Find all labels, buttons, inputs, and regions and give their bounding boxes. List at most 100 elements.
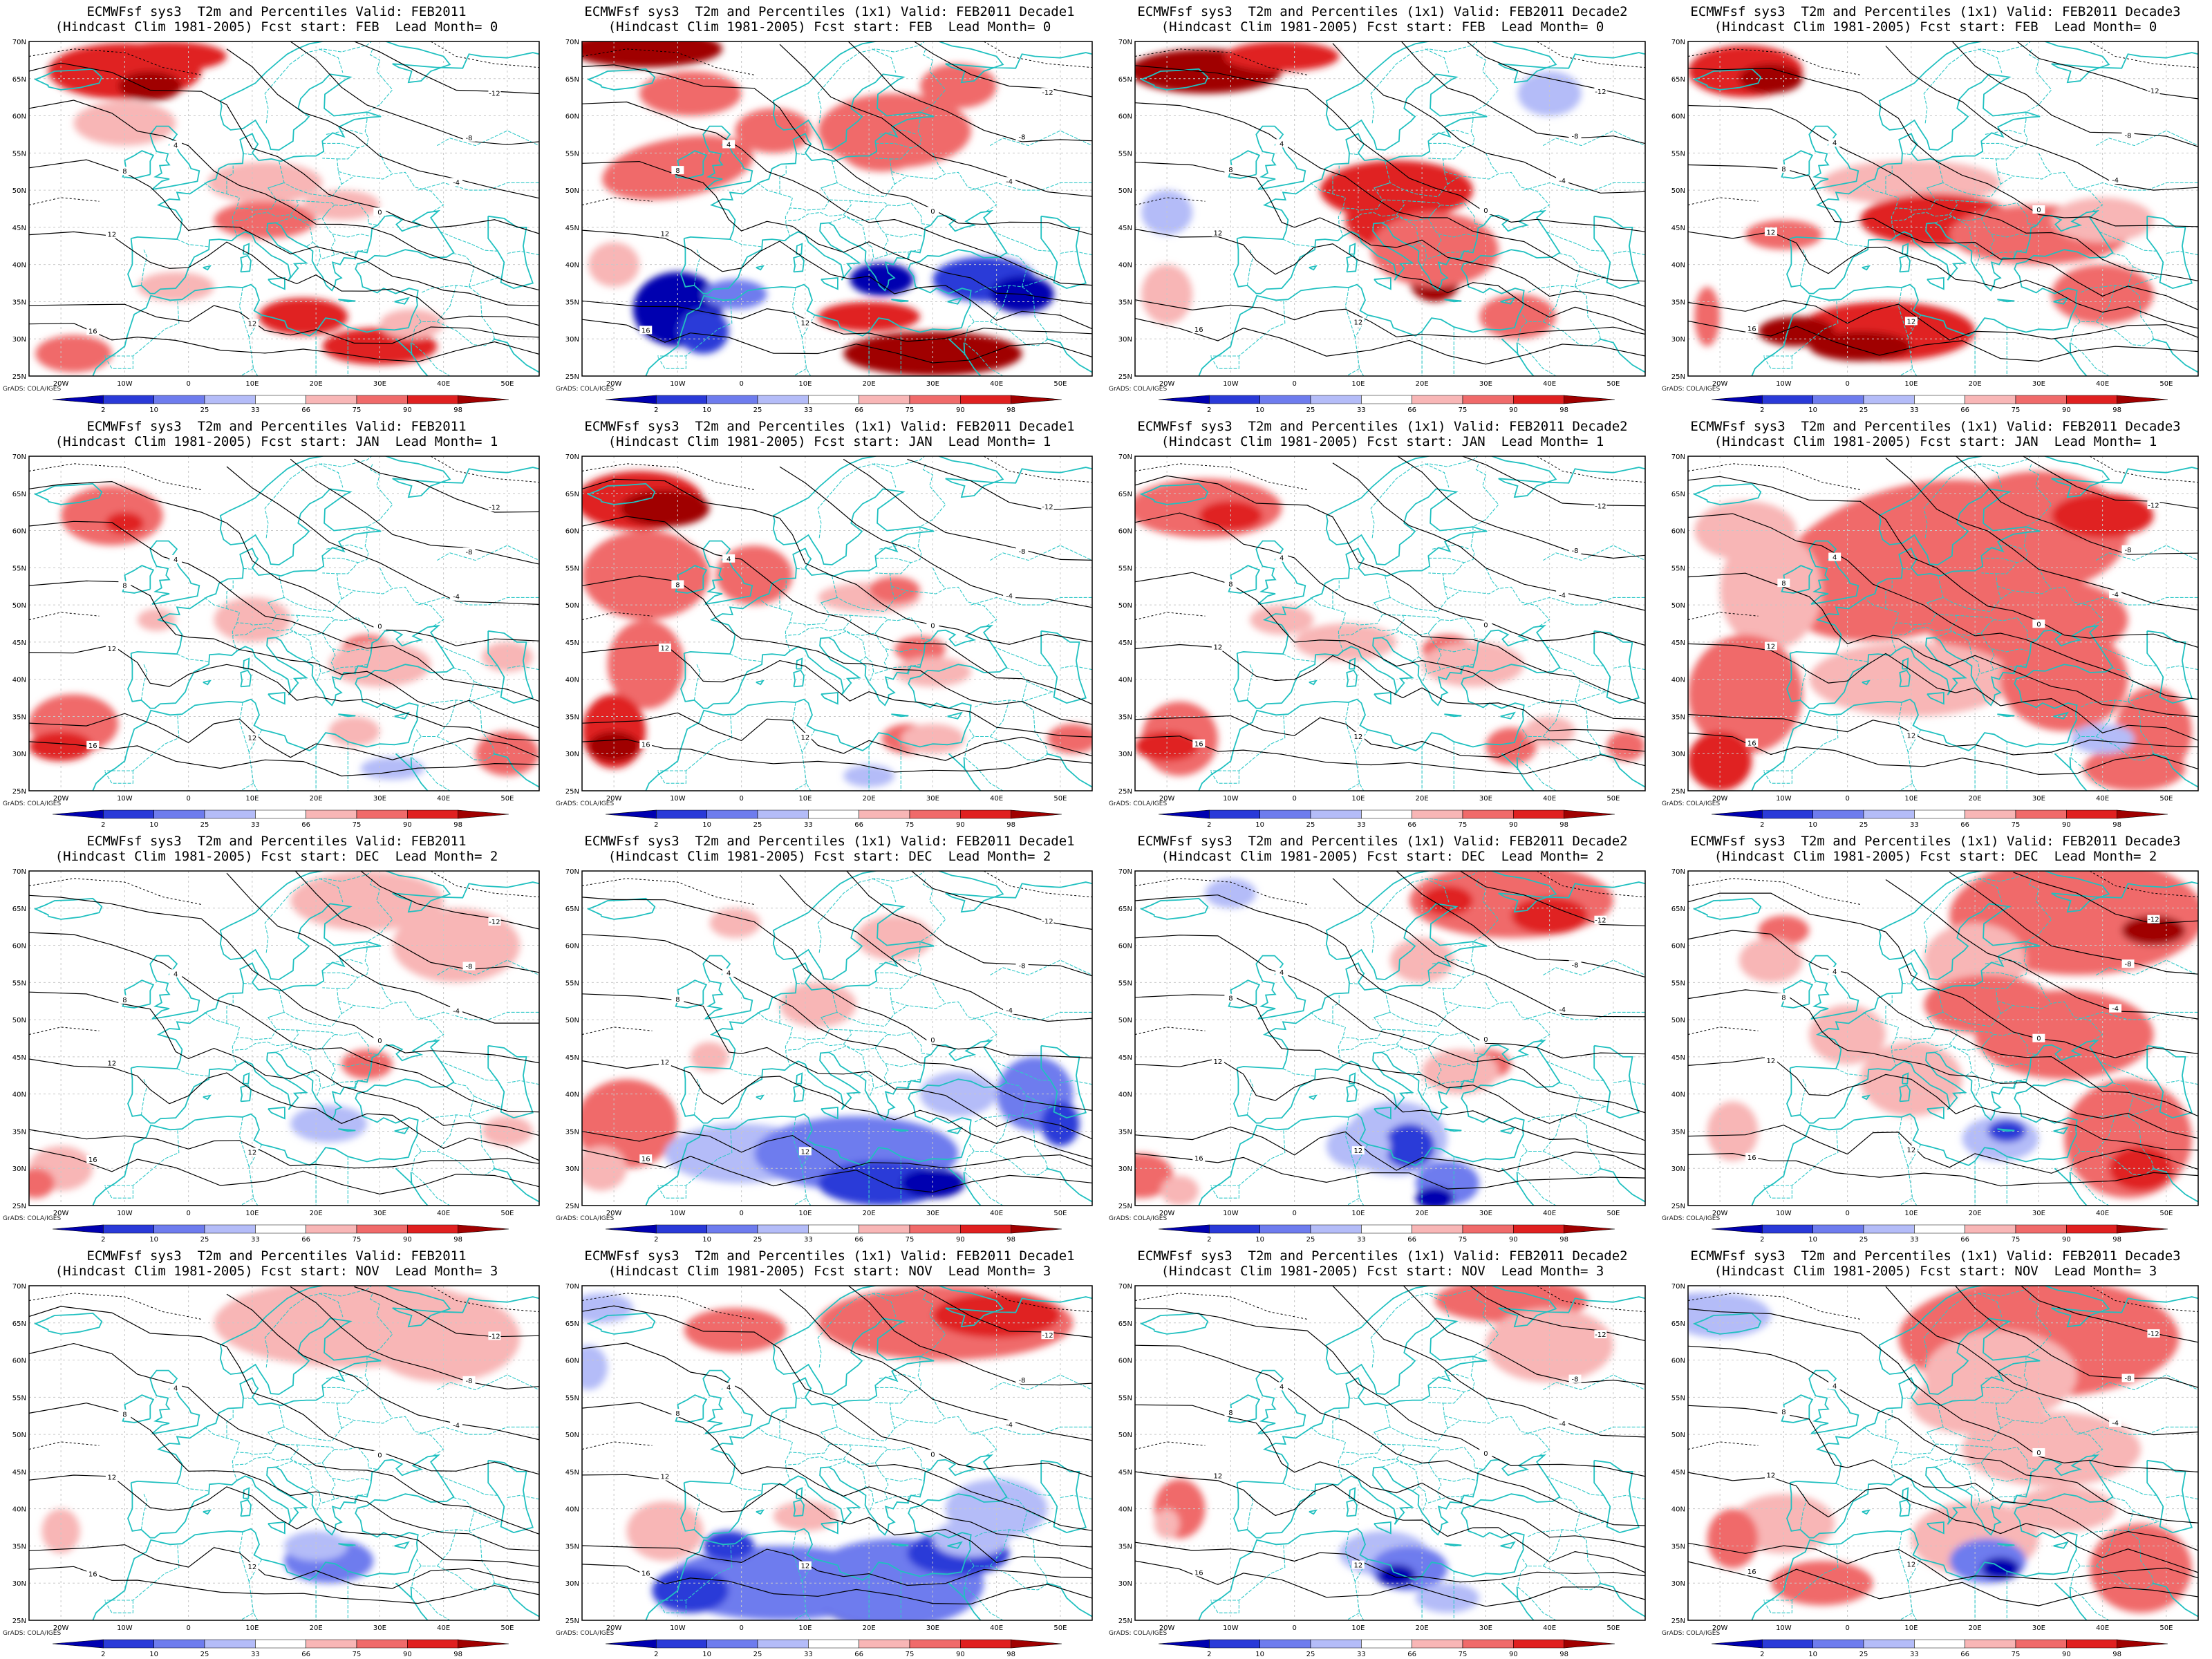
- coastline: [756, 679, 765, 686]
- longitude-label: 10E: [1351, 1210, 1365, 1217]
- svg-text:8: 8: [1228, 1409, 1232, 1417]
- svg-text:4: 4: [174, 971, 178, 978]
- latitude-label: 55N: [1118, 150, 1132, 158]
- latitude-label: 70N: [12, 39, 26, 46]
- coastline: [1346, 669, 1358, 688]
- svg-text:8: 8: [675, 996, 679, 1004]
- panel-subtitle: (Hindcast Clim 1981-2005) Fcst start: JA…: [608, 434, 1051, 449]
- latitude-label: 60N: [1118, 528, 1132, 536]
- latitude-label: 55N: [1118, 980, 1132, 987]
- coastline: [243, 657, 250, 670]
- isotherm: [1135, 1471, 1645, 1573]
- longitude-label: 30E: [373, 1210, 386, 1217]
- colorbar-tick-label: 33: [251, 1651, 260, 1658]
- colorbar-tick-label: 90: [1509, 1651, 1518, 1658]
- latitude-label: 25N: [1671, 788, 1685, 796]
- latitude-label: 70N: [12, 453, 26, 461]
- latitude-label: 50N: [1118, 1432, 1132, 1439]
- colorbar-tick-label: 75: [906, 821, 915, 829]
- latitude-label: 25N: [12, 373, 26, 381]
- longitude-label: 20W: [1712, 380, 1728, 388]
- colorbar-tick-label: 33: [1910, 406, 1919, 414]
- coastline: [1516, 1172, 1519, 1185]
- coastline: [394, 297, 410, 305]
- warm-anomaly-area: [684, 1308, 787, 1353]
- warm-anomaly-area: [1390, 937, 1454, 983]
- coastline: [1198, 1039, 1561, 1206]
- map-canvas: 16 12 12 8 4 0 -4 -8 -12 70N 65N 60N 55N 50N 45N 40N 35N…: [1671, 453, 2199, 829]
- colorbar-tick-label: 98: [453, 1236, 462, 1244]
- latitude-label: 60N: [565, 943, 579, 950]
- warm-anomaly-area: [582, 530, 710, 620]
- colorbar-tick-label: 2: [654, 1236, 658, 1244]
- isotherm: [1332, 878, 1645, 1018]
- coastline: [1309, 1509, 1318, 1515]
- latitude-label: 40N: [1118, 1506, 1132, 1514]
- latitude-label: 60N: [565, 113, 579, 121]
- latitude-label: 25N: [12, 1618, 26, 1625]
- longitude-label: 20W: [1159, 380, 1175, 388]
- svg-text:12: 12: [1354, 319, 1363, 326]
- isotherm: [1396, 871, 1645, 978]
- latitude-label: 30N: [565, 751, 579, 758]
- coastline: [2152, 1168, 2198, 1203]
- longitude-label: 0: [1292, 380, 1296, 388]
- map-panel: 16 12 12 8 4 0 -4 -8 -12 70N 65N 60N 55N 50N 45N 40N 35N…: [553, 0, 1106, 415]
- colorbar-tick-label: 98: [453, 406, 462, 414]
- colorbar-tick-label: 25: [1859, 1651, 1868, 1658]
- latitude-label: 60N: [565, 528, 579, 536]
- warm-anomaly-area: [1224, 41, 1340, 71]
- colorbar-tick-label: 10: [149, 821, 158, 829]
- coastline: [684, 871, 1092, 1070]
- longitude-label: 20W: [1712, 1210, 1728, 1217]
- panel-subtitle: (Hindcast Clim 1981-2005) Fcst start: NO…: [55, 1264, 498, 1279]
- coastline: [684, 41, 1092, 241]
- coastline: [410, 757, 413, 770]
- svg-text:12: 12: [1907, 1147, 1916, 1154]
- isotherm: [1403, 1286, 1645, 1385]
- warm-anomaly-area: [303, 190, 380, 221]
- longitude-label: 0: [186, 380, 190, 388]
- svg-text:0: 0: [1483, 1450, 1488, 1458]
- coastline: [493, 1168, 539, 1203]
- isotherm: [582, 101, 1092, 286]
- colorbar: 2 10 25 33 66 75 90 98: [52, 395, 509, 414]
- coastline: [947, 297, 963, 305]
- isotherm: [582, 1305, 1092, 1478]
- latitude-label: 35N: [1671, 299, 1685, 306]
- latitude-label: 35N: [12, 299, 26, 306]
- longitude-label: 20E: [310, 795, 323, 803]
- panel-title: ECMWFsf sys3 T2m and Percentiles (1x1) V…: [584, 4, 1075, 19]
- longitude-label: 20W: [53, 380, 69, 388]
- latitude-label: 55N: [565, 980, 579, 987]
- warm-anomaly-area: [779, 982, 856, 1027]
- isotherm: [582, 993, 1092, 1140]
- coastline: [1346, 1084, 1358, 1103]
- isotherm: [1885, 46, 2198, 191]
- isotherm: [29, 303, 539, 344]
- longitude-label: 40E: [990, 1210, 1003, 1217]
- coastline: [2054, 338, 2088, 376]
- svg-text:0: 0: [377, 624, 382, 631]
- colorbar: 2 10 25 33 66 75 90 98: [52, 809, 509, 829]
- longitude-label: 10W: [1223, 795, 1239, 803]
- isotherm: [1135, 228, 1645, 331]
- isotherm: [1688, 1345, 2198, 1524]
- colorbar-tick-label: 10: [1255, 406, 1264, 414]
- coastline: [1781, 980, 1814, 1009]
- isotherm: [1954, 1286, 2198, 1388]
- coastline: [675, 565, 708, 594]
- colorbar-tick-label: 10: [149, 1236, 158, 1244]
- svg-text:16: 16: [1194, 326, 1203, 334]
- colorbar-tick-label: 66: [1407, 406, 1416, 414]
- coastline: [947, 1541, 963, 1549]
- warm-anomaly-area: [105, 512, 144, 534]
- isotherm: [29, 713, 539, 760]
- coastline: [821, 1107, 838, 1120]
- cold-anomaly-area: [290, 1105, 367, 1143]
- coastline: [338, 1128, 356, 1132]
- svg-text:-4: -4: [1006, 1007, 1013, 1015]
- longitude-label: 30E: [2032, 380, 2045, 388]
- longitude-label: 10W: [670, 1210, 686, 1217]
- colorbar-tick-label: 33: [251, 821, 260, 829]
